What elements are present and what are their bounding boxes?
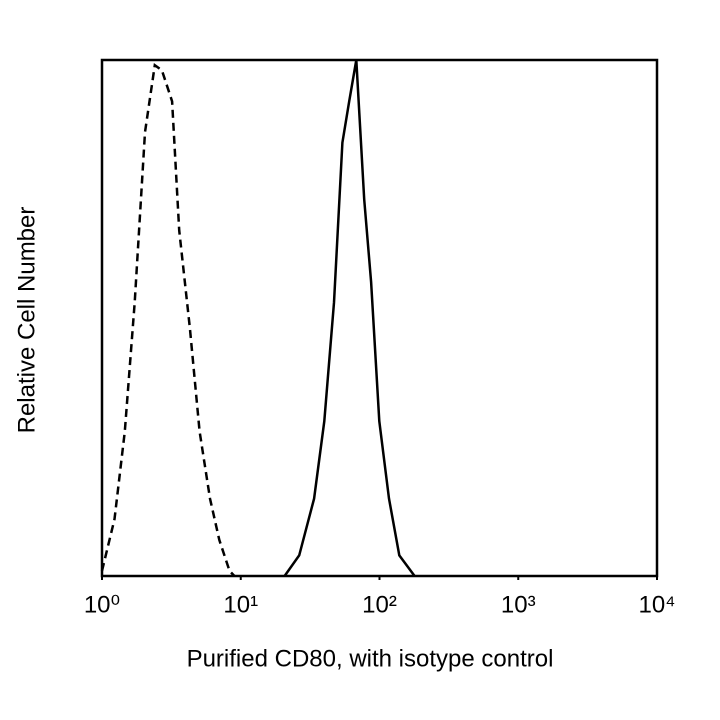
plot-frame: [100, 58, 659, 578]
x-tick-label: 10¹: [223, 591, 258, 618]
histogram-line: [100, 62, 236, 577]
x-tick-label: 10⁴: [638, 591, 675, 618]
x-tick-label: 10²: [362, 591, 397, 618]
y-axis-label: Relative Cell Number: [13, 207, 40, 434]
histogram-line: [283, 59, 416, 577]
x-tick-label: 10⁰: [84, 591, 120, 618]
x-tick-label: 10³: [501, 591, 536, 618]
x-axis-label: Purified CD80, with isotype control: [187, 645, 554, 672]
